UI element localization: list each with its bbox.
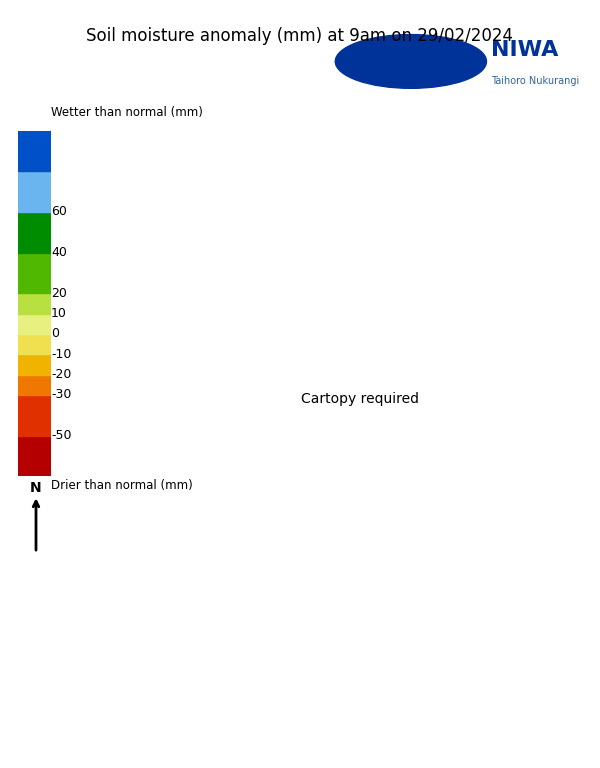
Text: Taihoro Nukurangi: Taihoro Nukurangi bbox=[491, 75, 579, 86]
Bar bbox=[18, 354, 51, 375]
Bar bbox=[18, 293, 51, 313]
Bar bbox=[18, 313, 51, 334]
Text: 60: 60 bbox=[51, 205, 67, 218]
Bar bbox=[18, 253, 51, 293]
Bar bbox=[18, 375, 51, 395]
Text: -10: -10 bbox=[51, 348, 71, 361]
Text: N: N bbox=[30, 481, 42, 495]
Text: 0: 0 bbox=[51, 327, 59, 340]
Text: Wetter than normal (mm): Wetter than normal (mm) bbox=[51, 106, 203, 119]
Text: 10: 10 bbox=[51, 307, 67, 320]
Bar bbox=[18, 435, 51, 476]
Text: -50: -50 bbox=[51, 429, 71, 442]
Bar bbox=[18, 395, 51, 435]
Text: 20: 20 bbox=[51, 286, 67, 300]
Text: NIWA: NIWA bbox=[491, 40, 558, 60]
Text: 40: 40 bbox=[51, 246, 67, 259]
Bar bbox=[18, 171, 51, 212]
Bar bbox=[18, 334, 51, 354]
Bar bbox=[18, 212, 51, 253]
Text: Drier than normal (mm): Drier than normal (mm) bbox=[51, 479, 193, 492]
Text: -20: -20 bbox=[51, 368, 71, 381]
Text: Soil moisture anomaly (mm) at 9am on 29/02/2024: Soil moisture anomaly (mm) at 9am on 29/… bbox=[86, 27, 514, 45]
Text: -30: -30 bbox=[51, 389, 71, 402]
Circle shape bbox=[335, 35, 487, 88]
Text: Cartopy required: Cartopy required bbox=[301, 392, 419, 406]
Bar bbox=[18, 131, 51, 171]
